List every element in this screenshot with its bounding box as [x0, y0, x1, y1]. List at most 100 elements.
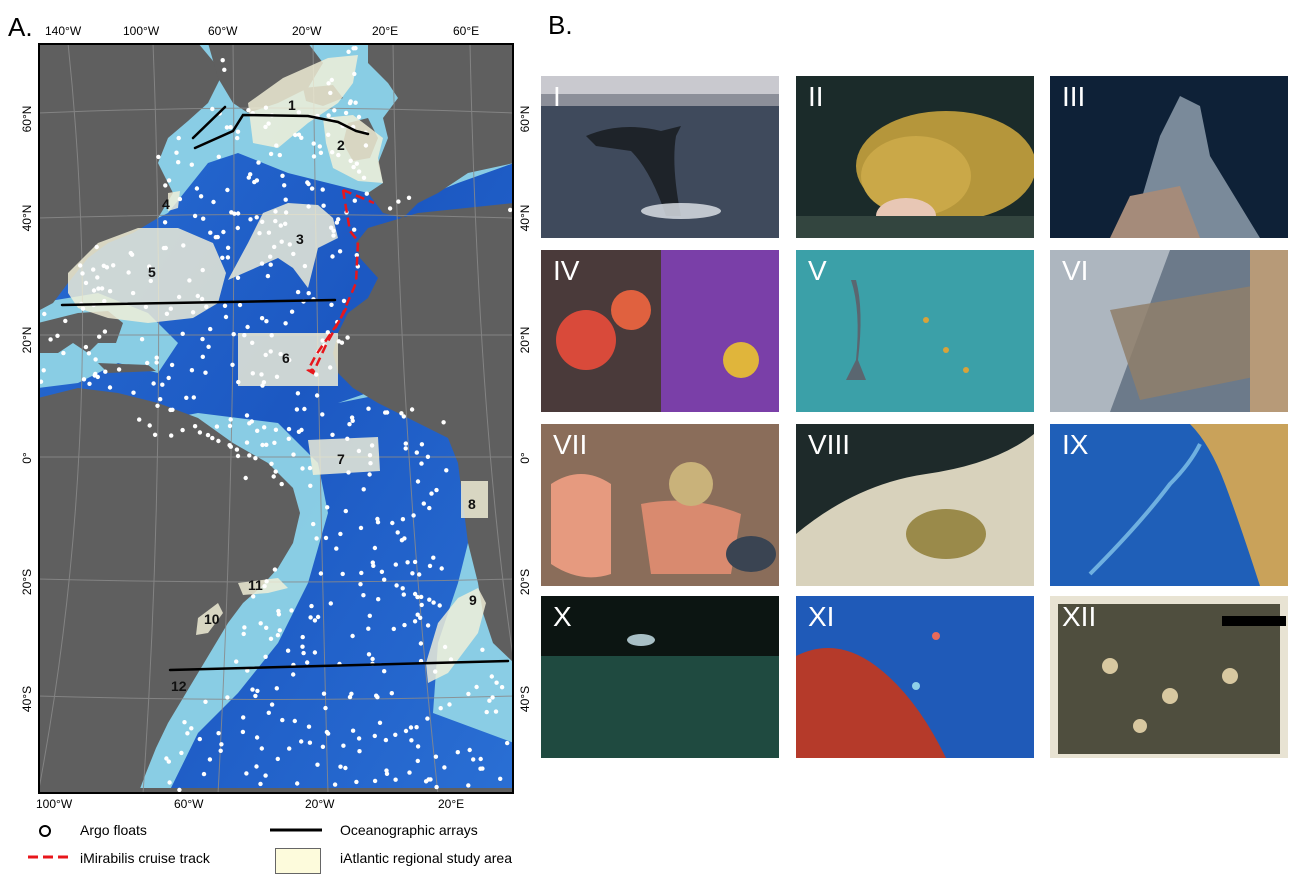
argo-float-marker	[245, 668, 250, 673]
argo-float-marker	[343, 110, 349, 116]
argo-float-marker	[338, 764, 343, 769]
greenland	[208, 43, 323, 113]
north-america	[38, 43, 223, 311]
argo-float-marker	[258, 621, 263, 626]
argo-float-marker	[48, 337, 53, 342]
argo-float-marker	[42, 311, 47, 317]
left-lat-label: 40°S	[20, 685, 34, 713]
argo-float-marker	[268, 151, 274, 157]
argo-float-marker	[321, 203, 326, 208]
argo-float-marker	[63, 318, 68, 324]
argo-float-marker	[379, 569, 385, 574]
argo-float-marker	[263, 352, 268, 358]
argo-float-marker	[218, 748, 223, 753]
argo-float-marker	[160, 382, 165, 387]
argo-float-marker	[441, 420, 446, 425]
argo-float-marker	[296, 429, 302, 434]
argo-float-marker	[154, 360, 159, 365]
argo-float-marker	[282, 183, 287, 188]
argo-float-marker	[425, 716, 430, 721]
argo-float-marker	[237, 302, 243, 308]
gorgonian-coral-photo: II	[796, 76, 1034, 238]
argo-float-marker	[268, 636, 274, 641]
argo-float-marker	[176, 294, 182, 300]
argo-float-marker	[184, 395, 189, 400]
argo-float-marker	[361, 175, 367, 180]
study-area-7	[308, 437, 380, 475]
argo-float-marker	[419, 461, 424, 466]
argo-float-marker	[384, 410, 390, 415]
argo-float-marker	[190, 310, 196, 315]
argo-float-marker	[315, 614, 321, 620]
argo-float-marker	[130, 290, 136, 296]
argo-float-marker	[410, 571, 415, 576]
panel-a-letter: A.	[8, 12, 33, 42]
argo-float-marker	[93, 357, 98, 362]
argo-float-marker	[366, 652, 372, 657]
argo-float-marker	[312, 650, 318, 655]
region-number: 8	[468, 496, 476, 512]
argo-float-marker	[346, 470, 351, 475]
photo-label: XI	[808, 601, 835, 632]
argo-float-marker	[224, 125, 230, 130]
argo-float-marker	[350, 633, 355, 639]
top-lon-label: 20°E	[372, 24, 399, 38]
photo-label: V	[808, 255, 827, 286]
argo-float-marker	[474, 684, 479, 690]
argo-float-marker	[230, 362, 235, 367]
anemone-sponge-photo: IV	[541, 250, 779, 412]
argo-float-marker	[393, 732, 398, 737]
argo-float-marker	[151, 381, 156, 386]
argo-float-marker	[337, 249, 343, 254]
argo-float-marker	[419, 602, 424, 608]
argo-float-marker	[279, 481, 284, 487]
right-lat-label: 0°	[518, 452, 532, 464]
argo-float-marker	[244, 771, 249, 776]
argo-float-marker	[471, 757, 476, 762]
argo-float-marker	[376, 597, 381, 602]
argo-float-marker	[332, 782, 338, 787]
argo-float-marker	[493, 709, 499, 714]
argo-float-marker	[325, 330, 330, 335]
cruise-legend-symbol	[28, 855, 68, 859]
argo-float-marker	[163, 245, 168, 251]
central-america	[38, 311, 123, 353]
argo-float-marker	[306, 204, 311, 209]
argo-float-marker	[356, 736, 362, 741]
argo-float-marker	[260, 219, 265, 224]
argo-float-marker	[273, 469, 278, 474]
argo-float-marker	[320, 744, 326, 749]
argo-float-marker	[393, 777, 398, 782]
argo-float-marker	[399, 538, 405, 543]
bathymetry-relief-photo: IX	[1050, 424, 1288, 586]
argo-float-marker	[291, 452, 296, 457]
argo-float-marker	[356, 169, 362, 174]
argo-float-marker	[318, 150, 324, 155]
argo-float-marker	[223, 314, 229, 320]
argo-float-marker	[308, 483, 313, 488]
region-number: 3	[296, 231, 304, 247]
argo-float-marker	[262, 425, 267, 430]
argo-float-marker	[314, 372, 319, 377]
argo-float-marker	[455, 750, 460, 755]
argo-float-marker	[358, 582, 363, 587]
argo-float-marker	[505, 740, 510, 746]
argo-float-marker	[200, 267, 205, 273]
cruise-legend-label: iMirabilis cruise track	[80, 850, 210, 866]
argo-float-marker	[278, 351, 283, 357]
argo-float-marker	[55, 333, 60, 338]
argo-float-marker	[352, 198, 357, 203]
argo-float-marker	[80, 271, 85, 276]
argo-float-marker	[101, 263, 106, 268]
argo-float-marker	[99, 286, 105, 291]
argo-float-marker	[208, 326, 213, 332]
argo-float-marker	[354, 161, 359, 166]
argo-float-marker	[442, 765, 447, 770]
argo-float-marker	[246, 175, 251, 180]
argo-float-marker	[155, 403, 160, 408]
argo-float-marker	[314, 393, 320, 398]
bottom-lon-label: 20°W	[305, 797, 335, 811]
argo-float-marker	[83, 280, 89, 286]
argo-float-marker	[307, 740, 313, 745]
study-area-5	[68, 228, 226, 323]
